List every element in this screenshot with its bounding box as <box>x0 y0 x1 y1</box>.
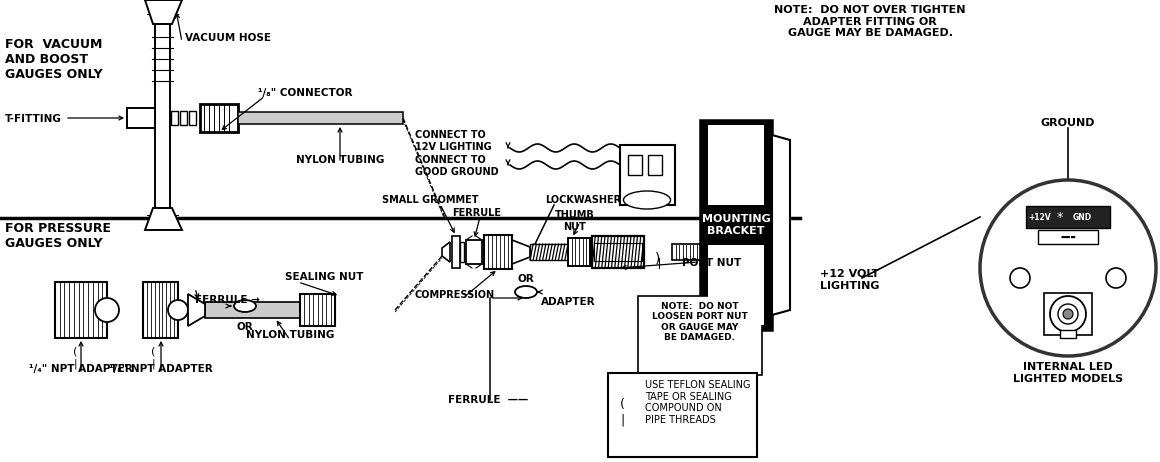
Bar <box>619 145 675 205</box>
Text: GROUND: GROUND <box>1041 118 1095 128</box>
Text: (
|: ( | <box>151 347 155 369</box>
Bar <box>461 242 464 262</box>
Text: INTERNAL LED
LIGHTED MODELS: INTERNAL LED LIGHTED MODELS <box>1013 362 1123 383</box>
Bar <box>300 294 335 326</box>
Bar <box>628 155 641 175</box>
Text: VACUUM HOSE: VACUUM HOSE <box>184 33 271 43</box>
Bar <box>672 244 699 260</box>
Text: ¹/₈" NPT ADAPTER: ¹/₈" NPT ADAPTER <box>109 364 213 374</box>
Bar <box>1044 293 1092 335</box>
Bar <box>530 244 568 260</box>
Bar <box>452 236 461 268</box>
Text: FERRULE →: FERRULE → <box>195 295 260 305</box>
FancyBboxPatch shape <box>608 373 757 457</box>
Text: OR: OR <box>517 274 535 284</box>
Text: FERRULE: FERRULE <box>452 208 501 218</box>
Bar <box>592 236 644 268</box>
Text: FOR  VACUUM
AND BOOST
GAUGES ONLY: FOR VACUUM AND BOOST GAUGES ONLY <box>5 38 102 81</box>
Circle shape <box>1058 304 1078 324</box>
Bar <box>1038 230 1099 244</box>
Bar <box>699 120 773 330</box>
Bar <box>143 282 177 338</box>
Circle shape <box>1010 268 1030 288</box>
Bar <box>126 108 155 128</box>
Bar <box>708 245 764 325</box>
Text: THUMB
NUT: THUMB NUT <box>556 210 595 231</box>
Text: SMALL GROMMET: SMALL GROMMET <box>382 195 478 205</box>
Text: T-FITTING: T-FITTING <box>5 114 61 124</box>
Bar <box>180 111 187 125</box>
Polygon shape <box>442 242 450 262</box>
Text: (
|: ( | <box>73 347 78 369</box>
Text: OR: OR <box>237 322 253 332</box>
Text: ): ) <box>655 251 661 265</box>
Bar <box>238 112 403 124</box>
Bar <box>1060 330 1076 338</box>
Text: CONNECT TO
12V LIGHTING: CONNECT TO 12V LIGHTING <box>415 130 492 152</box>
Ellipse shape <box>234 300 256 312</box>
Text: NYLON TUBING: NYLON TUBING <box>296 155 384 165</box>
Text: MOUNTING
BRACKET: MOUNTING BRACKET <box>702 214 770 236</box>
Text: PORT NUT: PORT NUT <box>682 258 741 268</box>
Text: USE TEFLON SEALING
TAPE OR SEALING
COMPOUND ON
PIPE THREADS: USE TEFLON SEALING TAPE OR SEALING COMPO… <box>645 380 751 425</box>
Polygon shape <box>145 208 182 230</box>
Text: NYLON TUBING: NYLON TUBING <box>246 330 334 340</box>
Text: FERRULE  ——: FERRULE —— <box>448 395 528 405</box>
Text: *: * <box>1057 211 1063 224</box>
Circle shape <box>1050 296 1086 332</box>
Bar <box>708 125 764 205</box>
Text: ¹/₄" NPT ADAPTER: ¹/₄" NPT ADAPTER <box>29 364 133 374</box>
Bar <box>568 238 590 266</box>
Circle shape <box>95 298 119 322</box>
Bar <box>1025 206 1110 228</box>
Polygon shape <box>188 294 205 326</box>
Bar <box>189 111 196 125</box>
Text: SEALING NUT: SEALING NUT <box>285 272 363 282</box>
Bar <box>466 240 483 264</box>
Ellipse shape <box>515 286 537 298</box>
Text: CONNECT TO
GOOD GROUND: CONNECT TO GOOD GROUND <box>415 155 499 176</box>
Bar <box>55 282 107 338</box>
Ellipse shape <box>624 191 670 209</box>
Bar <box>155 22 171 210</box>
Polygon shape <box>773 135 790 315</box>
Text: COMPRESSION: COMPRESSION <box>415 290 495 300</box>
Bar <box>205 302 300 318</box>
Text: ¹/₈" CONNECTOR: ¹/₈" CONNECTOR <box>258 88 353 98</box>
Polygon shape <box>512 240 530 264</box>
Circle shape <box>980 180 1157 356</box>
Text: NOTE:  DO NOT OVER TIGHTEN
ADAPTER FITTING OR
GAUGE MAY BE DAMAGED.: NOTE: DO NOT OVER TIGHTEN ADAPTER FITTIN… <box>774 5 966 38</box>
Bar <box>171 111 177 125</box>
Bar <box>648 155 662 175</box>
Text: GND: GND <box>1073 213 1092 221</box>
Bar <box>200 104 238 132</box>
Bar <box>484 235 512 269</box>
FancyBboxPatch shape <box>638 296 762 375</box>
Text: ADAPTER: ADAPTER <box>541 297 595 307</box>
Bar <box>594 243 641 261</box>
Text: FOR PRESSURE
GAUGES ONLY: FOR PRESSURE GAUGES ONLY <box>5 222 111 250</box>
Text: +12 VOLT
LIGHTING: +12 VOLT LIGHTING <box>820 269 879 291</box>
Circle shape <box>1105 268 1126 288</box>
Text: NOTE:  DO NOT
LOOSEN PORT NUT
OR GAUGE MAY
BE DAMAGED.: NOTE: DO NOT LOOSEN PORT NUT OR GAUGE MA… <box>652 302 748 342</box>
Circle shape <box>168 300 188 320</box>
Text: ▬▬▬: ▬▬▬ <box>1060 235 1075 239</box>
Polygon shape <box>145 0 182 24</box>
Text: (
|: ( | <box>619 398 624 426</box>
Text: +12V: +12V <box>1029 213 1051 221</box>
Text: LOCKWASHER: LOCKWASHER <box>545 195 621 205</box>
Circle shape <box>1063 309 1073 319</box>
